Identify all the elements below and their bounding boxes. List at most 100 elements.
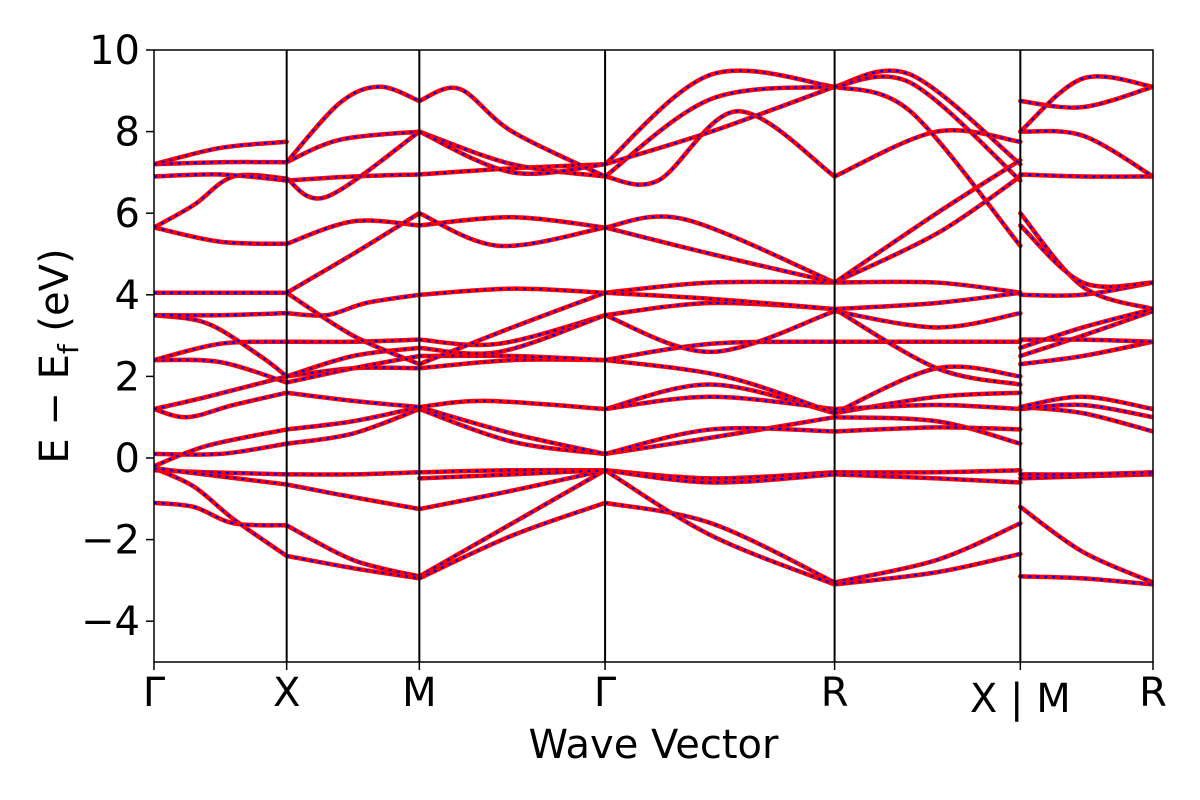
- band-overlay-3-17: [604, 69, 835, 166]
- band-overlay-2-1: [418, 501, 606, 580]
- band-overlay-2-13: [418, 291, 606, 366]
- band-line-0-13: [154, 225, 289, 247]
- band-overlay-0-11: [154, 312, 287, 317]
- y-ticks-layer: 10 8 6 4 2 0 −2 −4: [81, 28, 154, 645]
- band-overlay-5-15: [1020, 129, 1153, 178]
- band-overlay-2-15: [418, 212, 606, 248]
- band-overlay-5-12: [1019, 212, 1153, 311]
- band-line-0-9: [154, 339, 289, 363]
- band-line-4-3: [832, 472, 1023, 485]
- x-tick-label: X | M: [970, 676, 1071, 722]
- band-overlay-3-3: [604, 469, 835, 484]
- band-overlay-4-10: [834, 310, 1021, 329]
- band-line-1-10: [284, 345, 422, 379]
- band-overlay-3-13: [605, 291, 835, 311]
- y-axis-label-subscript: f: [52, 343, 85, 354]
- band-overlay-4-14: [834, 175, 1021, 284]
- band-overlay-3-10: [604, 310, 835, 354]
- band-overlay-1-9: [286, 338, 420, 343]
- band-overlay-4-11: [834, 308, 1021, 386]
- y-tick-label: 0: [115, 436, 140, 482]
- segment-Γ-R: [602, 68, 837, 587]
- bands-layer: [154, 68, 1153, 587]
- band-line-2-19: [417, 85, 608, 179]
- band-overlay-1-2: [286, 471, 420, 476]
- band-line-4-5: [832, 425, 1023, 434]
- band-overlay-0-0: [154, 501, 287, 527]
- band-overlay-5-8: [1019, 310, 1153, 358]
- band-overlay-0-4: [154, 442, 287, 456]
- band-overlay-5-13: [1019, 224, 1153, 288]
- band-line-5-13: [1018, 223, 1153, 290]
- band-overlay-2-2: [419, 469, 606, 511]
- band-line-5-7: [1018, 339, 1153, 367]
- x-tick-label: R: [1139, 670, 1167, 716]
- band-overlay-1-17: [286, 130, 420, 164]
- x-tick-label: R: [821, 670, 849, 716]
- band-line-0-1: [154, 465, 289, 559]
- plot-frame: [153, 49, 1154, 663]
- band-overlay-0-15: [154, 173, 287, 182]
- band-overlay-4-0: [834, 522, 1021, 584]
- band-overlay-1-14: [286, 212, 420, 294]
- y-axis-label-unit: (eV): [32, 248, 78, 344]
- y-axis-label-main: E − E: [32, 354, 78, 464]
- band-line-5-6: [1018, 394, 1153, 412]
- band-line-5-9: [1018, 337, 1153, 344]
- band-line-2-7: [417, 398, 608, 412]
- band-overlay-5-10: [1019, 308, 1153, 349]
- x-tick-label: Γ: [143, 670, 166, 716]
- y-tick-label: 10: [89, 28, 140, 74]
- y-axis-label: E − Ef (eV): [32, 248, 85, 463]
- band-overlay-3-6: [604, 383, 835, 415]
- band-overlay-1-4: [286, 408, 420, 445]
- band-line-0-17: [154, 139, 289, 167]
- band-overlay-3-4: [604, 416, 835, 456]
- band-overlay-1-12: [286, 291, 420, 366]
- band-overlay-4-1: [834, 552, 1021, 586]
- band-overlay-0-10: [154, 314, 288, 378]
- band-overlay-2-0: [418, 469, 606, 578]
- band-line-1-3: [284, 482, 422, 512]
- band-line-3-12: [602, 279, 837, 296]
- band-overlay-3-16: [604, 110, 836, 186]
- band-line-4-12: [832, 279, 1023, 296]
- y-tick-label: 4: [115, 273, 140, 319]
- band-line-5-16: [1018, 84, 1153, 110]
- segment-Γ-X: [154, 139, 289, 559]
- band-line-5-3: [1018, 470, 1153, 477]
- band-overlay-1-18: [285, 85, 420, 163]
- band-overlay-4-9: [834, 365, 1021, 415]
- band-line-2-12: [417, 286, 608, 298]
- band-line-0-7: [154, 374, 289, 412]
- band-overlay-1-5: [286, 405, 420, 431]
- band-line-5-14: [1018, 172, 1153, 179]
- band-overlay-3-0: [604, 501, 836, 584]
- band-overlay-3-5: [604, 427, 835, 455]
- band-overlay-0-8: [154, 358, 287, 384]
- band-overlay-1-15: [286, 130, 420, 200]
- band-line-5-1: [1018, 504, 1153, 585]
- segment-M-Γ: [417, 85, 608, 581]
- band-overlay-0-5: [154, 428, 287, 468]
- y-tick-label: 6: [115, 191, 140, 237]
- band-overlay-2-11: [419, 314, 606, 355]
- band-line-5-15: [1018, 128, 1153, 179]
- band-line-2-6: [417, 404, 608, 457]
- y-tick-label: −2: [81, 518, 140, 564]
- band-overlay-1-11: [286, 293, 420, 317]
- band-overlay-3-8: [604, 358, 835, 415]
- band-overlay-5-1: [1019, 506, 1153, 584]
- band-overlay-4-19: [834, 75, 1022, 182]
- band-line-1-1: [284, 553, 422, 581]
- band-overlay-1-0: [286, 524, 420, 578]
- band-line-4-14: [832, 174, 1023, 285]
- band-overlay-0-6: [154, 391, 287, 419]
- band-overlay-3-12: [604, 280, 835, 294]
- x-ticks-layer: Γ X M Γ R X | M R: [143, 662, 1167, 722]
- band-overlay-5-16: [1020, 85, 1153, 109]
- band-overlay-3-7: [604, 395, 835, 411]
- kpoint-lines-layer: [285, 50, 1022, 662]
- band-line-3-10: [602, 308, 837, 355]
- band-overlay-3-15: [604, 226, 835, 284]
